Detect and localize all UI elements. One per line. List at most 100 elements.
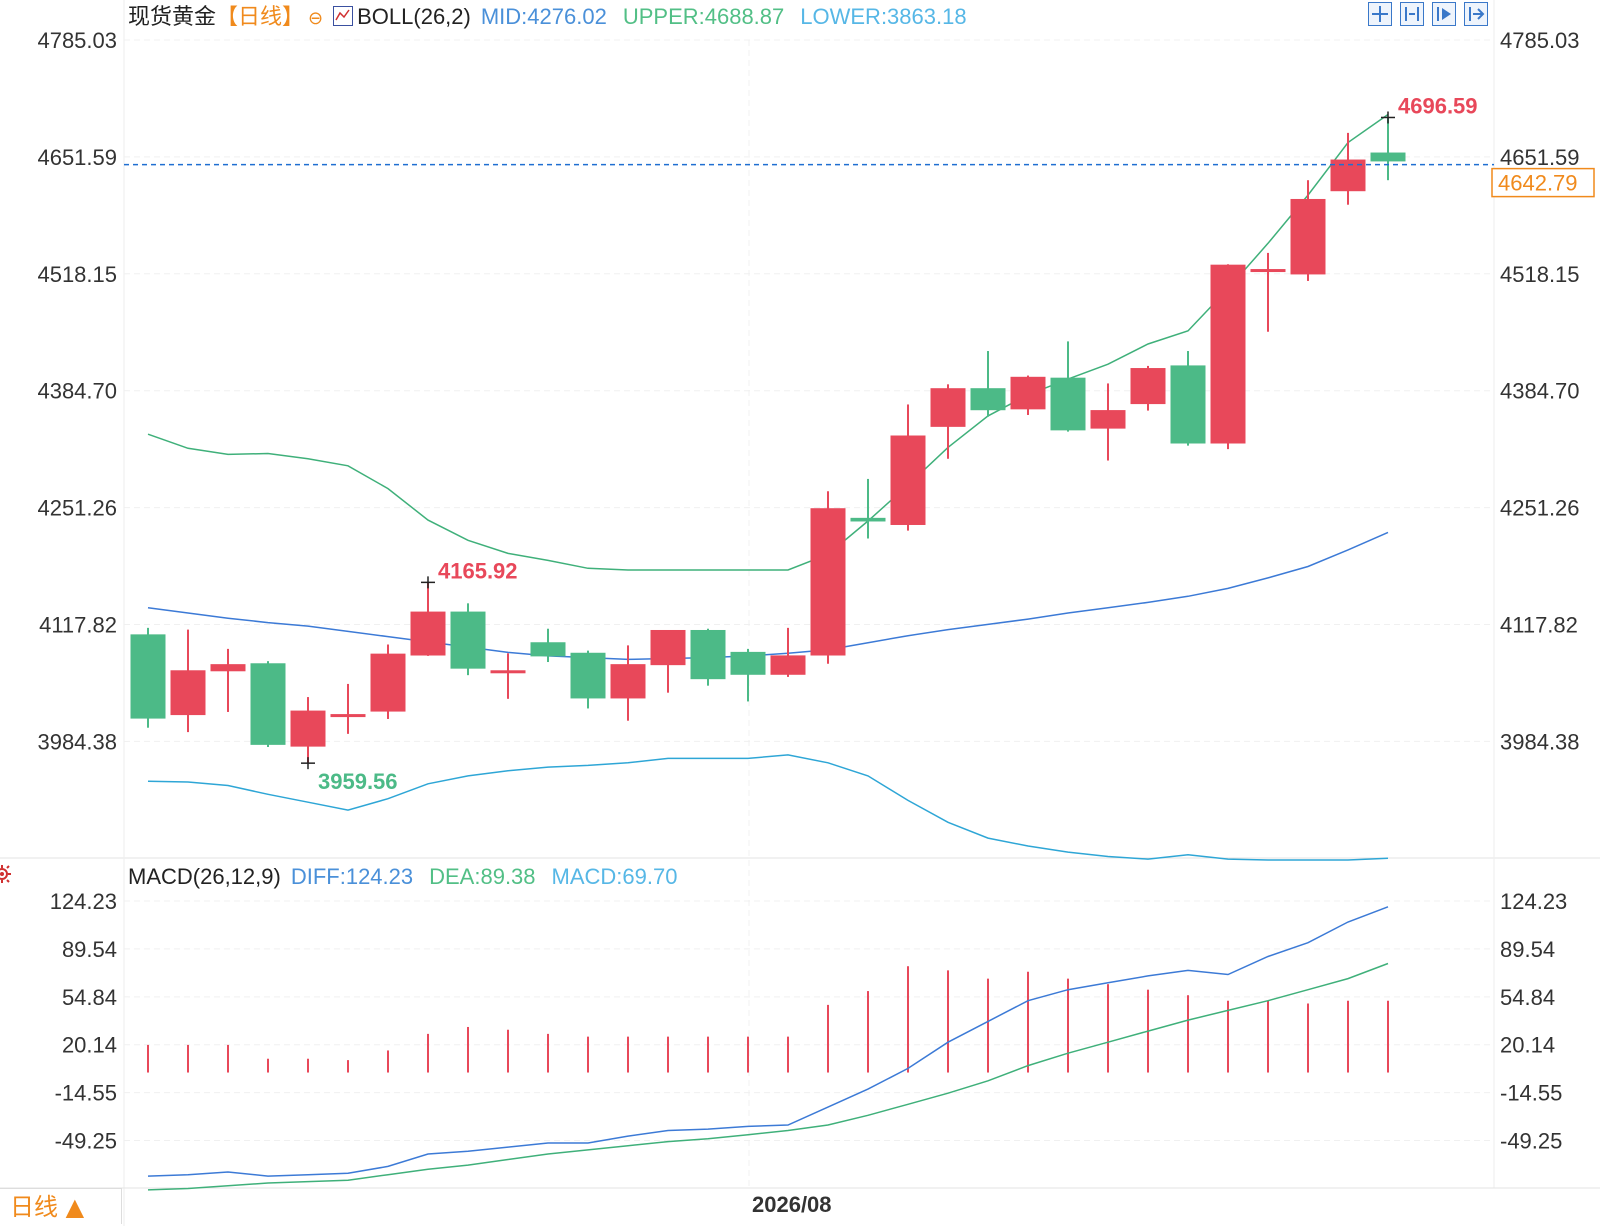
main-left-tick-label: 4785.03 xyxy=(37,28,117,53)
candle-body xyxy=(570,652,606,699)
candle-body xyxy=(410,611,446,656)
macd-left-tick-label: 54.84 xyxy=(62,985,117,1010)
jump-latest-icon[interactable] xyxy=(1464,2,1488,26)
macd-value: MACD:69.70 xyxy=(551,864,678,889)
candle-body xyxy=(1250,269,1286,273)
candle-body xyxy=(210,664,246,672)
candle xyxy=(210,648,246,712)
upper-value: UPPER:4688.87 xyxy=(622,4,785,29)
settings-circle-icon[interactable]: ⊖ xyxy=(308,8,324,29)
main-left-tick-label: 4251.26 xyxy=(37,496,117,521)
main-right-tick-label: 3984.38 xyxy=(1500,729,1580,754)
candle xyxy=(850,478,886,539)
candle-body xyxy=(810,508,846,656)
candle-body xyxy=(370,653,406,712)
boll-lower-line xyxy=(147,754,1389,861)
indicator-name: BOLL(26,2) xyxy=(357,4,471,29)
candle xyxy=(570,650,606,709)
play-forward-icon[interactable] xyxy=(1432,2,1456,26)
candle-body xyxy=(770,655,806,675)
diff-value: DIFF:124.23 xyxy=(290,864,414,889)
candle xyxy=(1370,117,1406,181)
main-right-tick-label: 4651.59 xyxy=(1500,145,1580,170)
high-price-annotation: 4165.92 xyxy=(438,558,518,583)
boll-upper-line xyxy=(147,113,1389,571)
macd-right-tick-label: -14.55 xyxy=(1500,1081,1562,1106)
candle-body xyxy=(290,710,326,747)
candle xyxy=(1250,252,1286,332)
candle xyxy=(290,697,326,764)
candle-body xyxy=(890,435,926,525)
candle xyxy=(1010,375,1046,415)
period-tag: 【日线】 xyxy=(216,4,305,29)
candle-body xyxy=(450,611,486,669)
candle-body xyxy=(1090,410,1126,429)
macd-title: MACD(26,12,9) xyxy=(128,864,281,889)
macd-right-tick-label: 20.14 xyxy=(1500,1033,1555,1058)
candle-body xyxy=(130,634,166,719)
main-left-tick-label: 4117.82 xyxy=(39,613,117,638)
main-left-tick-label: 4518.15 xyxy=(37,262,117,287)
candle xyxy=(650,629,686,693)
macd-dea-line xyxy=(147,962,1389,1191)
main-right-tick-label: 4384.70 xyxy=(1500,379,1580,404)
current-price-label: 4642.79 xyxy=(1498,171,1578,196)
candle xyxy=(690,628,726,686)
candle xyxy=(810,491,846,664)
candle xyxy=(1130,365,1166,411)
macd-right-tick-label: 54.84 xyxy=(1500,985,1555,1010)
period-selector-button[interactable]: 日线 ▲ xyxy=(0,1188,122,1224)
candle-body xyxy=(1130,368,1166,405)
macd-left-tick-label: -14.55 xyxy=(55,1081,117,1106)
candle-body xyxy=(690,629,726,680)
candle xyxy=(730,648,766,702)
indicator-chart-icon[interactable] xyxy=(333,6,354,26)
main-left-tick-label: 4384.70 xyxy=(37,379,117,404)
macd-left-tick-label: 20.14 xyxy=(62,1033,117,1058)
main-left-tick-label: 4651.59 xyxy=(37,145,117,170)
macd-left-tick-label: 124.23 xyxy=(50,889,117,914)
candle-body xyxy=(930,388,966,427)
candle xyxy=(250,661,286,747)
current-price-tag xyxy=(1491,167,1595,198)
instrument-name: 现货黄金 xyxy=(128,4,217,29)
candle-body xyxy=(530,642,566,657)
candle-body xyxy=(730,651,766,675)
candle-body xyxy=(650,629,686,666)
macd-left-tick-label: 89.54 xyxy=(62,937,117,962)
candle-body xyxy=(1370,152,1406,162)
candle xyxy=(970,351,1006,417)
crosshair-icon[interactable] xyxy=(1368,2,1392,26)
candle-body xyxy=(1210,264,1246,444)
boll-header: 现货黄金【日线】 ⊖ BOLL(26,2) MID:4276.02 UPPER:4688… xyxy=(128,4,967,32)
high-price-annotation: 4696.59 xyxy=(1398,93,1478,118)
lower-value: LOWER:3863.18 xyxy=(800,4,967,29)
fit-range-icon[interactable] xyxy=(1400,2,1424,26)
macd-left-tick-label: -49.25 xyxy=(55,1129,117,1154)
candle xyxy=(370,644,406,719)
candle xyxy=(890,404,926,531)
dea-value: DEA:89.38 xyxy=(429,864,536,889)
low-price-annotation: 3959.56 xyxy=(318,769,398,794)
mid-value: MID:4276.02 xyxy=(480,4,607,29)
candle-body xyxy=(610,664,646,699)
candle xyxy=(450,603,486,676)
candle xyxy=(1290,180,1326,281)
candle xyxy=(410,582,446,656)
candle-body xyxy=(1050,377,1086,431)
candle-body xyxy=(490,670,526,674)
main-right-tick-label: 4785.03 xyxy=(1500,28,1580,53)
main-right-tick-label: 4117.82 xyxy=(1500,613,1578,638)
candle xyxy=(930,384,966,459)
candle-body xyxy=(1170,365,1206,444)
candle xyxy=(1210,264,1246,450)
candle xyxy=(130,627,166,728)
candle xyxy=(1330,132,1366,205)
main-left-tick-label: 3984.38 xyxy=(37,729,117,754)
candle-body xyxy=(330,714,366,718)
candle xyxy=(1090,383,1126,461)
candle xyxy=(1050,341,1086,432)
candle xyxy=(490,653,526,699)
macd-settings-icon[interactable] xyxy=(0,863,16,885)
